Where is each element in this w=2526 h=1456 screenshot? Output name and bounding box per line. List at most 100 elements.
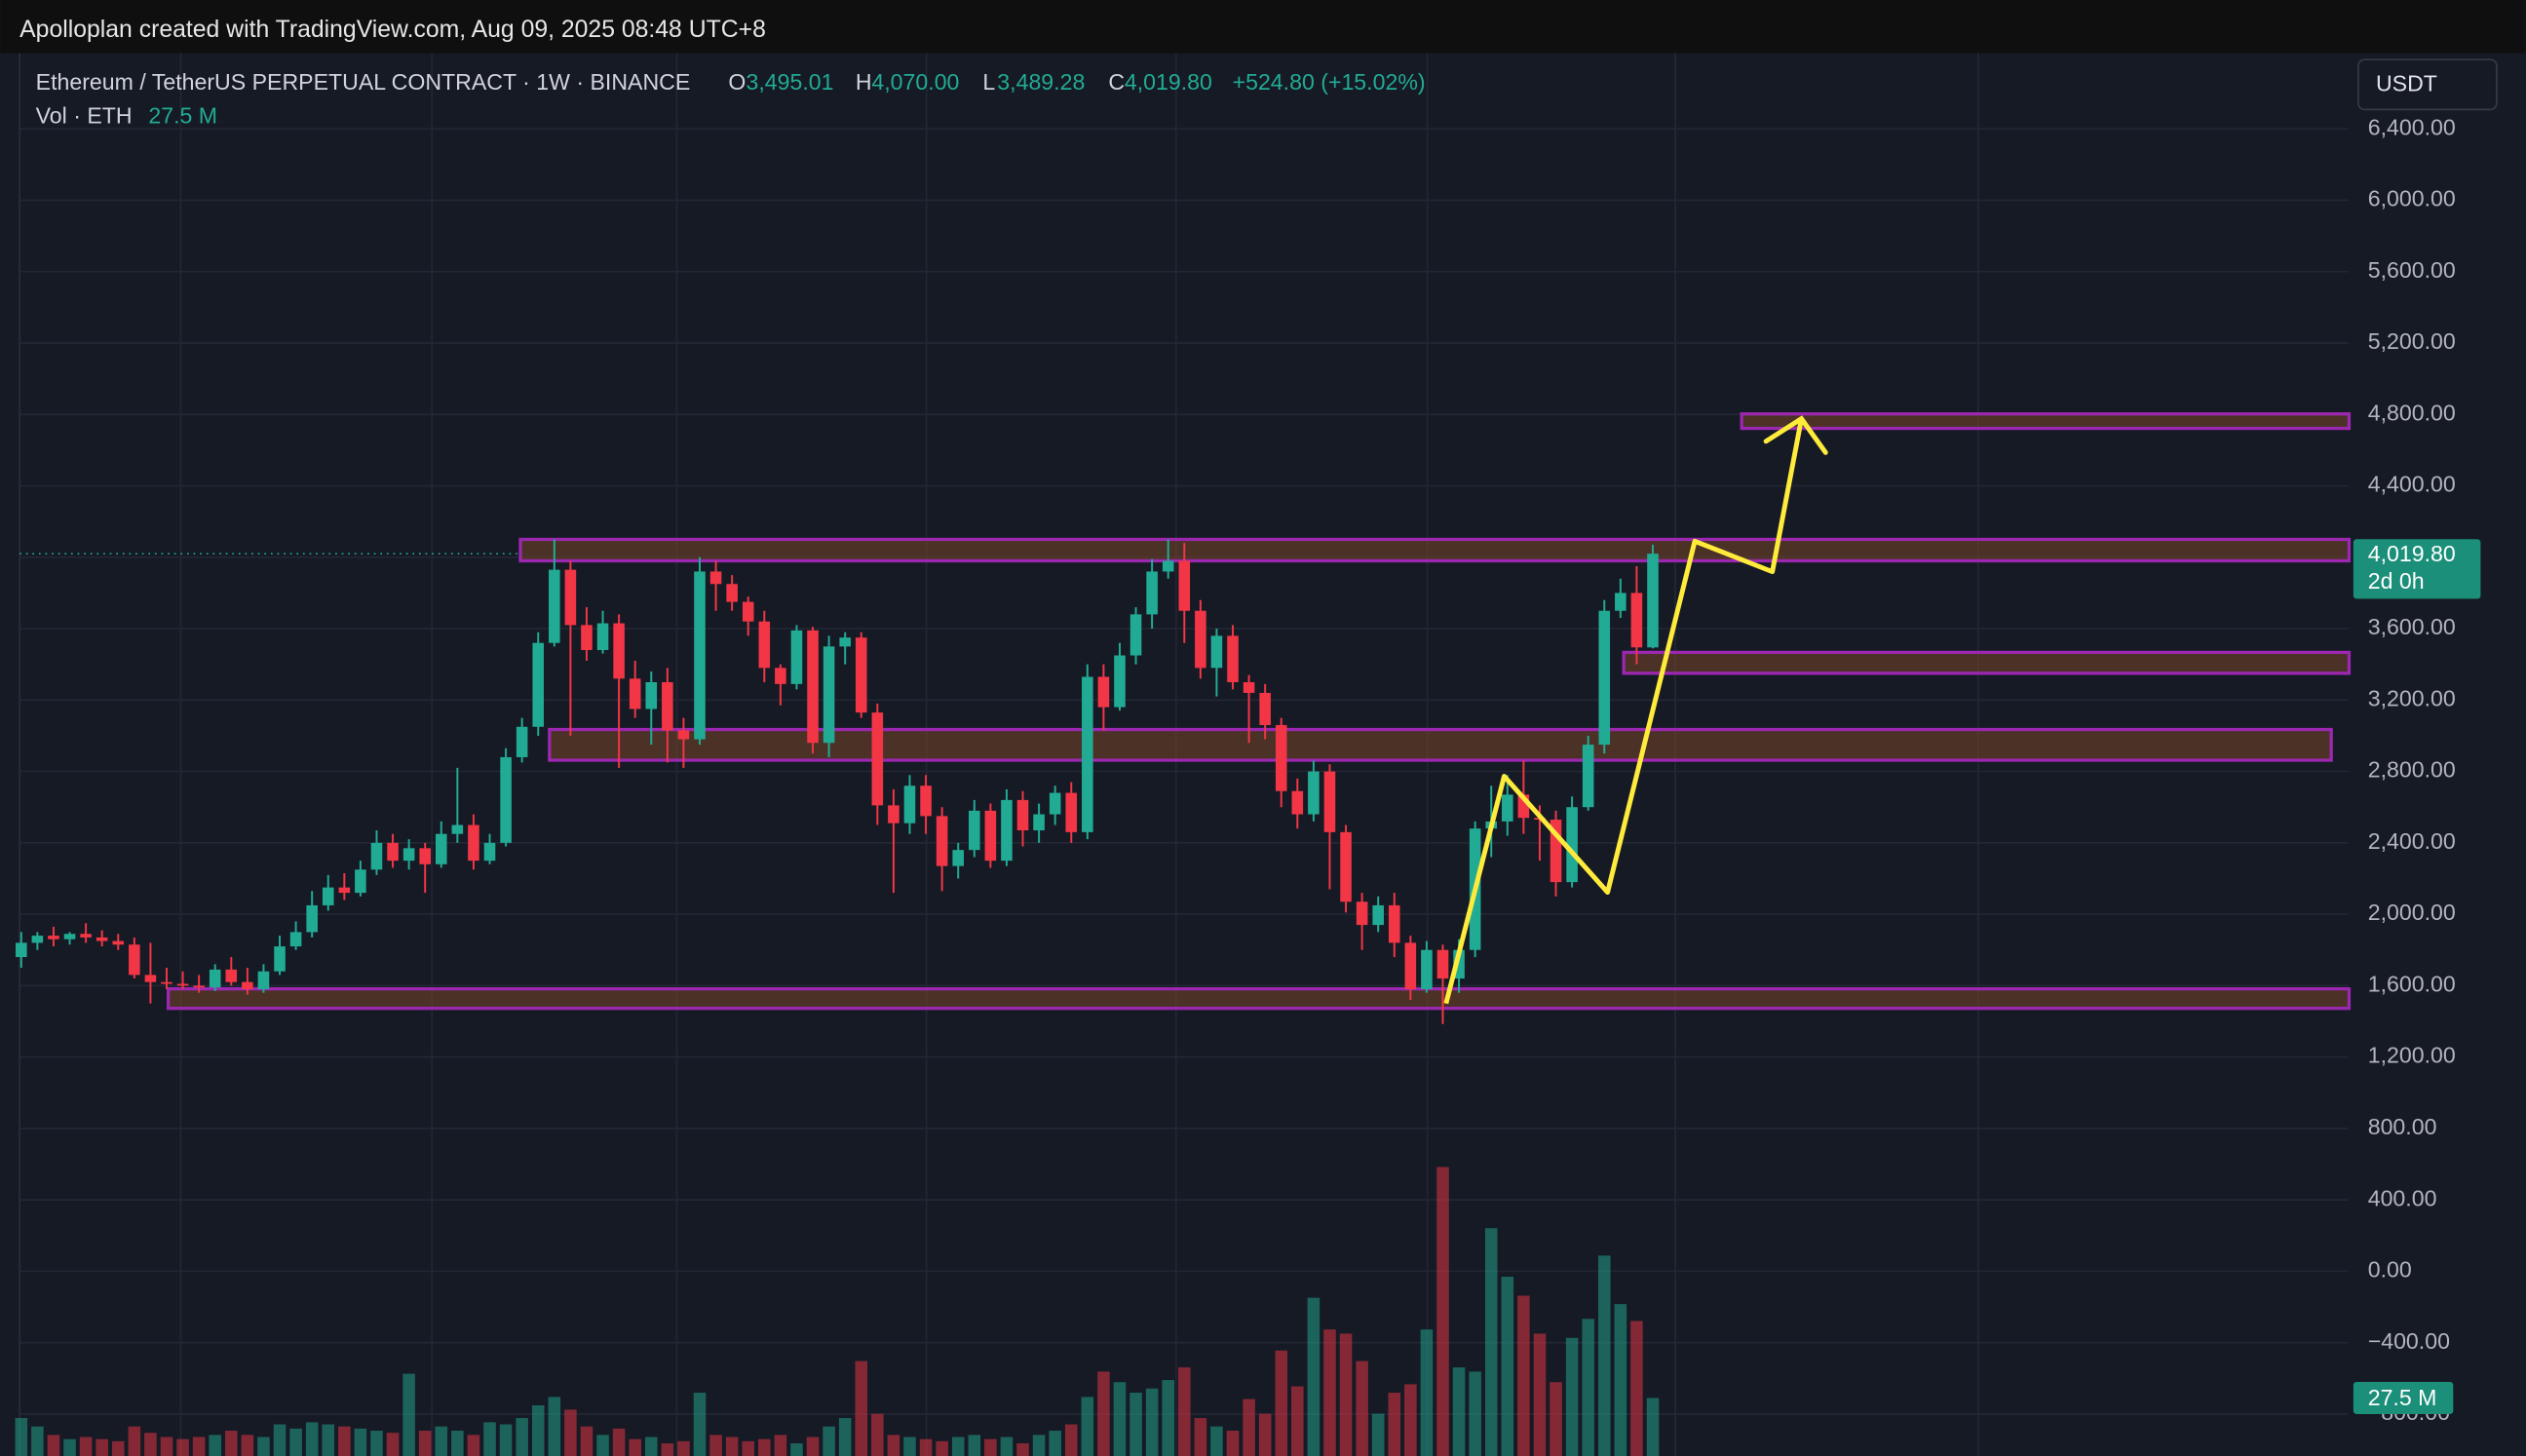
volume-bar [855,1360,868,1456]
volume-bar [1049,1431,1061,1456]
volume-bar [386,1433,400,1456]
candle-body [936,816,948,866]
volume-bar [887,1435,900,1456]
candle-body [1453,949,1465,979]
volume-bar [1501,1277,1514,1456]
candle-body [1550,820,1562,883]
y-tick-label: 5,200.00 [2368,328,2456,354]
volume-bar [1550,1382,1562,1456]
volume-bar [1565,1337,1579,1456]
candle-body [435,833,447,864]
volume-bar [1307,1297,1320,1456]
volume-bar [1404,1384,1417,1456]
volume-bar [693,1393,707,1456]
candle-body [1598,610,1611,746]
projection-arrowhead [1763,415,1828,455]
candle-body [564,569,577,626]
candle-body [969,810,980,851]
candle-body [144,975,157,982]
candle-body [209,969,221,988]
volume-bar [322,1424,335,1456]
candle-body [596,623,609,651]
volume-bar [644,1437,658,1456]
y-tick-label: 5,600.00 [2368,257,2456,283]
candle-body [1259,692,1271,725]
candle-body [709,571,722,585]
candle-body [1630,593,1643,648]
ohlc-value: 4,019.80 [1125,69,1212,95]
volume-bar [516,1418,528,1456]
ohlc-value: 3,495.01 [746,69,833,95]
volume-bar [1032,1435,1046,1456]
candle-body [129,944,140,976]
candle-body [1016,799,1029,831]
volume-bar [467,1435,480,1456]
candle-body [1178,560,1191,611]
candle-body [48,936,59,939]
volume-bar [774,1435,787,1456]
y-tick-label: 3,600.00 [2368,614,2456,639]
currency-button[interactable] [2356,58,2498,111]
volume-bar [709,1435,722,1456]
volume-bar [1064,1424,1078,1456]
volume-bar [1469,1371,1481,1456]
zone [548,727,2333,762]
candle-body [306,904,318,933]
volume-bar [531,1405,545,1456]
volume-badge-label: 27.5 M [2368,1385,2437,1410]
candle-body [1227,635,1239,682]
volume-bar [725,1437,739,1456]
volume-bar [968,1435,981,1456]
candle-body [1323,771,1336,832]
symbol: Ethereum / TetherUS PERPETUAL CONTRACT ·… [36,69,691,95]
volume-bar [661,1443,674,1456]
volume-bar [225,1431,238,1456]
candle-body [96,937,108,941]
volume-bar [483,1422,496,1456]
volume-bar [564,1409,577,1456]
volume-bar [936,1440,948,1456]
volume-bar [1339,1333,1353,1456]
volume-bar [806,1437,820,1456]
volume-title: Vol · ETH [36,103,133,129]
y-tick-label: 4,400.00 [2368,472,2456,497]
candle-body [274,946,286,972]
ohlc-key: L [982,69,995,95]
volume-bar [192,1437,206,1456]
candle-body [112,940,125,945]
candle-body [193,985,205,988]
candle-body [775,668,786,684]
candle-body [355,869,366,894]
candle-body [1162,560,1174,572]
ohlc-key: O [728,69,746,95]
candle-body [80,934,92,938]
candle-body [1243,681,1255,693]
candle-body [1275,724,1287,791]
candle-body [1033,814,1045,831]
candle-body [823,646,835,744]
candle-body [1114,655,1126,708]
candle-body [726,584,738,602]
y-tick-label: 1,200.00 [2368,1043,2456,1068]
volume-bar [1016,1443,1029,1456]
volume-bar [418,1431,432,1456]
volume-bar [1646,1398,1660,1456]
candle-body [161,981,172,984]
currency-label[interactable]: USDT [2376,71,2437,96]
y-tick-label: 3,200.00 [2368,685,2456,710]
candle-body [289,932,302,947]
volume-bar [1258,1413,1272,1456]
volume-bar [629,1438,641,1456]
volume-bar [1630,1321,1643,1456]
candle-body [984,810,997,862]
candle-body [694,571,706,740]
candle-body [613,623,625,679]
candle-body [63,934,76,939]
candle-body [629,678,641,709]
volume-bar [111,1440,125,1456]
candle-body [1647,554,1659,648]
volume-bar [47,1435,60,1456]
candle-body [581,625,593,651]
volume-bar [838,1418,852,1456]
